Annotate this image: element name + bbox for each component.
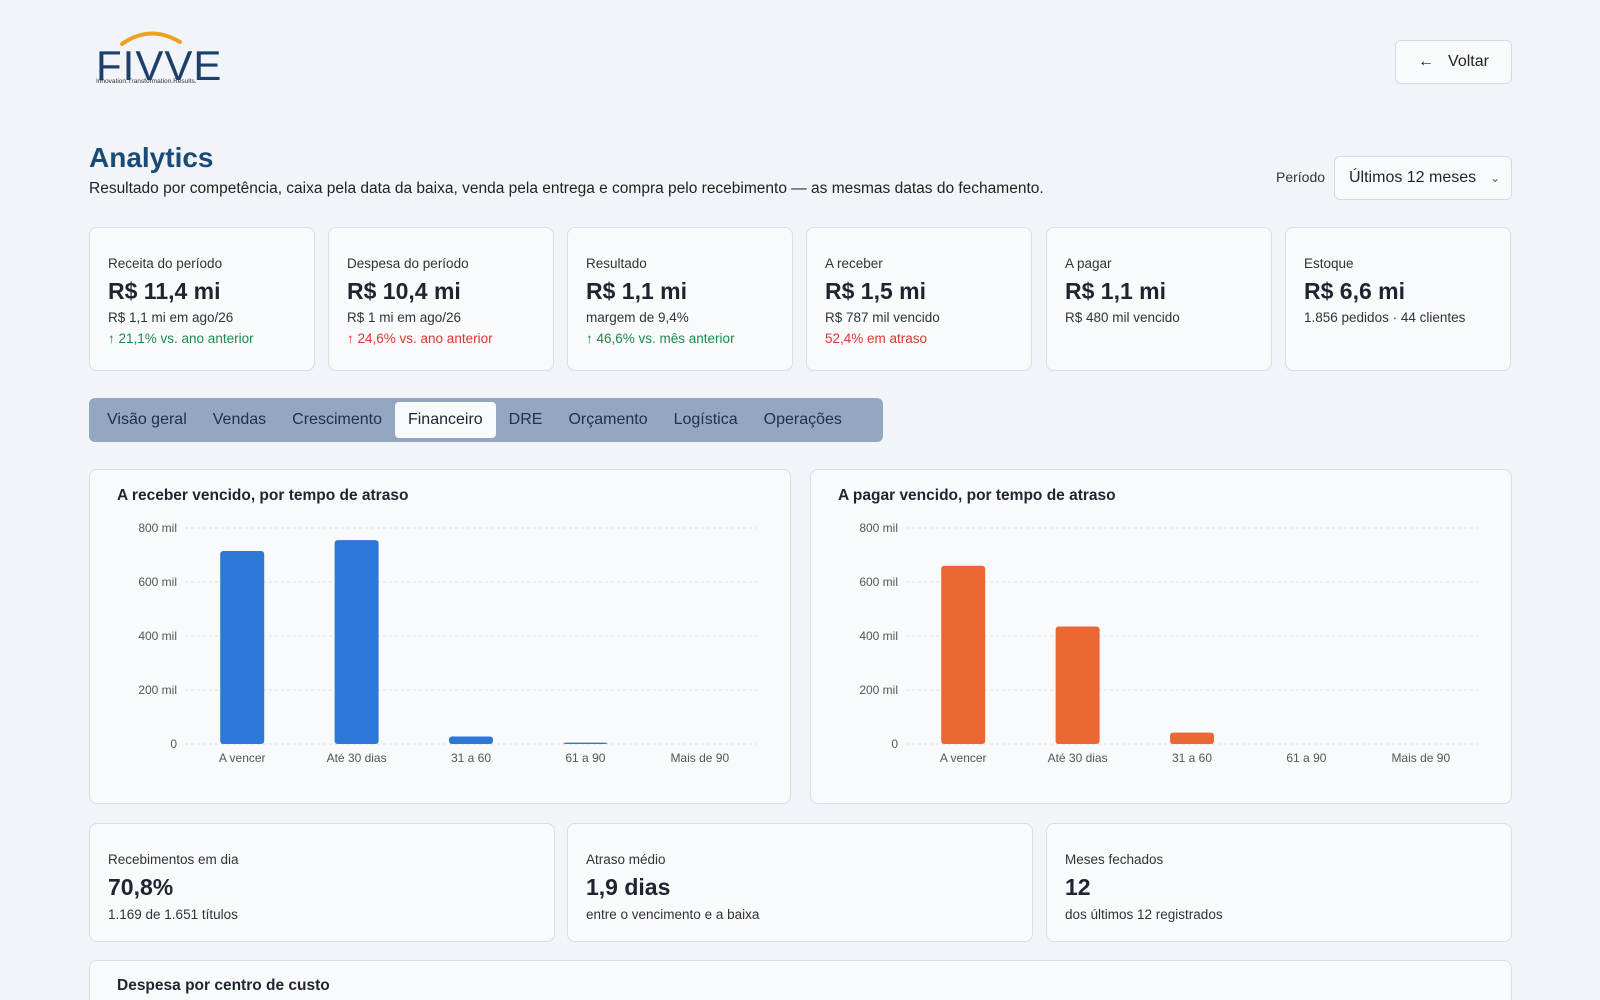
stat-label: Recebimentos em dia bbox=[108, 852, 239, 867]
x-tick-label: 31 a 60 bbox=[451, 751, 491, 765]
kpi-sub: R$ 787 mil vencido bbox=[825, 310, 940, 325]
y-tick-label: 200 mil bbox=[859, 683, 898, 697]
kpi-label: Estoque bbox=[1304, 256, 1354, 271]
stat-card-meses: Meses fechados 12 dos últimos 12 registr… bbox=[1046, 823, 1512, 942]
stat-value: 70,8% bbox=[108, 874, 174, 900]
stat-value: 1,9 dias bbox=[586, 874, 671, 900]
bar bbox=[220, 550, 265, 744]
tab-operacoes[interactable]: Operações bbox=[763, 411, 842, 428]
kpi-value: R$ 1,5 mi bbox=[825, 278, 926, 304]
kpi-card-estoque: Estoque R$ 6,6 mi 1.856 pedidos · 44 cli… bbox=[1285, 227, 1511, 371]
tab-crescimento[interactable]: Crescimento bbox=[292, 411, 382, 428]
kpi-label: Receita do período bbox=[108, 256, 223, 271]
kpi-card-receita: Receita do período R$ 11,4 mi R$ 1,1 mi … bbox=[89, 227, 315, 371]
receivables-aging-panel: A receber vencido, por tempo de atraso 0… bbox=[89, 469, 791, 804]
period-select-value: Últimos 12 meses bbox=[1349, 169, 1477, 186]
stat-card-atraso: Atraso médio 1,9 dias entre o vencimento… bbox=[567, 823, 1033, 942]
y-tick-label: 0 bbox=[891, 737, 898, 751]
kpi-label: Despesa do período bbox=[347, 256, 469, 271]
kpi-delta: ↑ 46,6% vs. mês anterior bbox=[586, 331, 735, 346]
logo-arc-icon bbox=[120, 31, 182, 46]
tab-visao-geral[interactable]: Visão geral bbox=[107, 411, 187, 428]
chevron-down-icon: ⌄ bbox=[1490, 171, 1501, 185]
arrow-left-icon: ← bbox=[1418, 53, 1435, 70]
kpi-value: R$ 6,6 mi bbox=[1304, 278, 1405, 304]
stat-sub: entre o vencimento e a baixa bbox=[586, 907, 760, 922]
logo-tagline: Innovation.Transformation.Results. bbox=[96, 78, 197, 85]
stat-value: 12 bbox=[1065, 874, 1091, 900]
kpi-label: A receber bbox=[825, 256, 883, 271]
panel-title: Despesa por centro de custo bbox=[117, 977, 330, 994]
tab-financeiro[interactable]: Financeiro bbox=[394, 402, 496, 438]
tab-dre[interactable]: DRE bbox=[508, 411, 543, 428]
kpi-card-a-receber: A receber R$ 1,5 mi R$ 787 mil vencido 5… bbox=[806, 227, 1032, 371]
kpi-value: R$ 1,1 mi bbox=[586, 278, 687, 304]
stat-sub: dos últimos 12 registrados bbox=[1065, 907, 1223, 922]
kpi-value: R$ 11,4 mi bbox=[108, 278, 221, 304]
fivve-logo: FIVVE Innovation.Transformation.Results. bbox=[96, 28, 226, 90]
chart-title: A pagar vencido, por tempo de atraso bbox=[838, 487, 1116, 504]
kpi-value: R$ 1,1 mi bbox=[1065, 278, 1166, 304]
stat-label: Meses fechados bbox=[1065, 852, 1164, 867]
y-tick-label: 400 mil bbox=[138, 629, 177, 643]
bar bbox=[1055, 626, 1100, 744]
kpi-card-despesa: Despesa do período R$ 10,4 mi R$ 1 mi em… bbox=[328, 227, 554, 371]
receivables-aging-chart: 0 200 mil 400 mil 600 mil 800 mil A vencer Até… bbox=[138, 521, 757, 765]
kpi-sub: R$ 1,1 mi em ago/26 bbox=[108, 310, 234, 325]
stat-sub: 1.169 de 1.651 títulos bbox=[108, 907, 238, 922]
kpi-card-a-pagar: A pagar R$ 1,1 mi R$ 480 mil vencido bbox=[1046, 227, 1272, 371]
kpi-label: Resultado bbox=[586, 256, 647, 271]
y-tick-label: 0 bbox=[170, 737, 177, 751]
payables-aging-panel: A pagar vencido, por tempo de atraso 0 20… bbox=[810, 469, 1512, 804]
kpi-sub: 1.856 pedidos · 44 clientes bbox=[1304, 310, 1466, 325]
kpi-value: R$ 10,4 mi bbox=[347, 278, 461, 304]
bar bbox=[563, 742, 608, 744]
page-title: Analytics bbox=[89, 142, 214, 173]
kpi-sub: R$ 1 mi em ago/26 bbox=[347, 310, 462, 325]
stat-card-recebimentos: Recebimentos em dia 70,8% 1.169 de 1.651… bbox=[89, 823, 555, 942]
stat-label: Atraso médio bbox=[586, 852, 666, 867]
y-tick-label: 800 mil bbox=[138, 521, 177, 535]
period-select[interactable]: Últimos 12 meses ⌄ bbox=[1334, 156, 1512, 200]
payables-aging-chart: 0 200 mil 400 mil 600 mil 800 mil A vencer Até… bbox=[859, 521, 1478, 765]
x-tick-label: Mais de 90 bbox=[670, 751, 729, 765]
page-subtitle: Resultado por competência, caixa pela da… bbox=[89, 180, 1044, 197]
kpi-label: A pagar bbox=[1065, 256, 1112, 271]
bar bbox=[941, 565, 986, 744]
kpi-sub: margem de 9,4% bbox=[586, 310, 689, 325]
back-button[interactable]: ← Voltar bbox=[1395, 40, 1512, 84]
x-tick-label: 31 a 60 bbox=[1172, 751, 1212, 765]
kpi-delta: 52,4% em atraso bbox=[825, 331, 928, 346]
chart-title: A receber vencido, por tempo de atraso bbox=[117, 487, 409, 504]
tab-logistica[interactable]: Logística bbox=[673, 411, 738, 428]
x-tick-label: Até 30 dias bbox=[1048, 751, 1108, 765]
x-tick-label: 61 a 90 bbox=[1286, 751, 1326, 765]
kpi-delta: ↑ 24,6% vs. ano anterior bbox=[347, 331, 493, 346]
tab-orcamento[interactable]: Orçamento bbox=[568, 411, 648, 428]
x-tick-label: A vencer bbox=[940, 751, 987, 765]
y-tick-label: 200 mil bbox=[138, 683, 177, 697]
y-tick-label: 600 mil bbox=[138, 575, 177, 589]
analytics-tabs: Visão geral Vendas Crescimento Financeir… bbox=[89, 398, 883, 442]
tab-vendas[interactable]: Vendas bbox=[212, 411, 267, 428]
kpi-delta: ↑ 21,1% vs. ano anterior bbox=[108, 331, 254, 346]
x-tick-label: Mais de 90 bbox=[1391, 751, 1450, 765]
cost-center-panel: Despesa por centro de custo bbox=[89, 960, 1512, 1000]
bar bbox=[1170, 732, 1214, 744]
x-tick-label: A vencer bbox=[219, 751, 266, 765]
x-tick-label: 61 a 90 bbox=[565, 751, 605, 765]
y-tick-label: 400 mil bbox=[859, 629, 898, 643]
bar bbox=[334, 540, 379, 744]
back-button-label: Voltar bbox=[1448, 53, 1489, 70]
y-tick-label: 600 mil bbox=[859, 575, 898, 589]
kpi-sub: R$ 480 mil vencido bbox=[1065, 310, 1180, 325]
logo-wordmark: FIVVE bbox=[96, 42, 223, 89]
kpi-card-resultado: Resultado R$ 1,1 mi margem de 9,4% ↑ 46,… bbox=[567, 227, 793, 371]
period-label: Período bbox=[1276, 169, 1326, 185]
x-tick-label: Até 30 dias bbox=[327, 751, 387, 765]
bar bbox=[449, 736, 493, 744]
y-tick-label: 800 mil bbox=[859, 521, 898, 535]
